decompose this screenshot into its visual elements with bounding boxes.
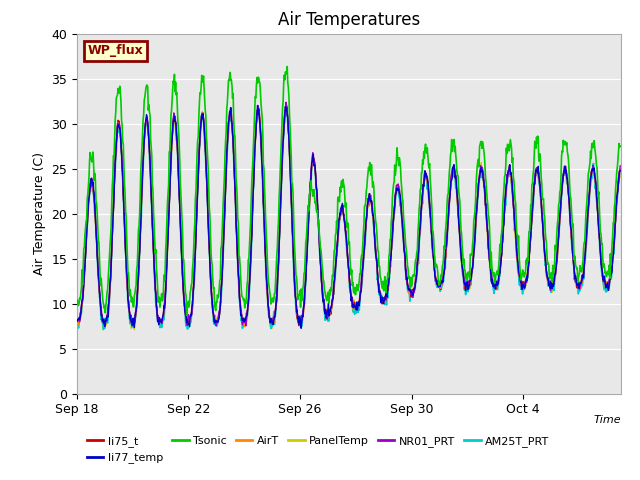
Text: Time: Time [593,415,621,425]
Text: WP_flux: WP_flux [88,44,143,58]
Title: Air Temperatures: Air Temperatures [278,11,420,29]
Y-axis label: Air Temperature (C): Air Temperature (C) [33,152,45,275]
Legend: li75_t, li77_temp, Tsonic, AirT, PanelTemp, NR01_PRT, AM25T_PRT: li75_t, li77_temp, Tsonic, AirT, PanelTe… [83,432,554,468]
